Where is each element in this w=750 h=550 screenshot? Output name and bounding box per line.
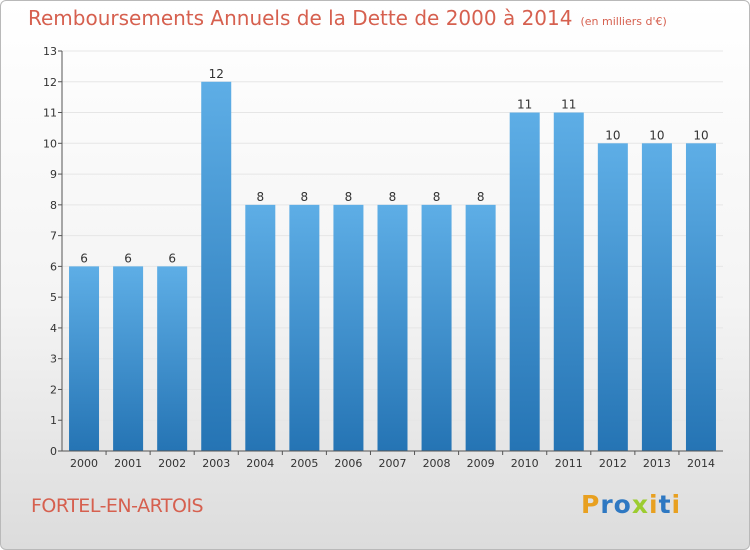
y-tick-label: 0: [50, 445, 57, 458]
data-label: 6: [168, 251, 176, 265]
bar-2009: [465, 204, 496, 451]
x-tick-label: 2004: [246, 457, 274, 470]
data-label: 8: [477, 190, 485, 204]
x-tick-label: 2001: [114, 457, 142, 470]
bar-2005: [289, 204, 320, 451]
y-tick-label: 3: [50, 353, 57, 366]
data-label: 6: [80, 251, 88, 265]
bar-2003: [201, 81, 232, 452]
data-label: 10: [649, 128, 664, 142]
bar-2013: [641, 143, 672, 452]
y-tick-label: 10: [43, 137, 57, 150]
x-tick-label: 2000: [70, 457, 98, 470]
data-label: 6: [124, 251, 132, 265]
data-label: 8: [345, 190, 353, 204]
x-tick-label: 2007: [379, 457, 407, 470]
x-tick-label: 2013: [643, 457, 671, 470]
data-label: 11: [517, 98, 532, 112]
data-label: 11: [561, 98, 576, 112]
x-tick-label: 2008: [423, 457, 451, 470]
data-label: 10: [605, 128, 620, 142]
y-tick-label: 13: [43, 45, 57, 58]
data-label: 8: [433, 190, 441, 204]
x-tick-label: 2006: [334, 457, 362, 470]
x-tick-label: 2002: [158, 457, 186, 470]
town-name: FORTEL-EN-ARTOIS: [31, 495, 204, 517]
y-tick-label: 8: [50, 199, 57, 212]
proxiti-logo: Proxiti: [581, 490, 682, 519]
y-tick-label: 5: [50, 291, 57, 304]
title-main: Remboursements Annuels de la Dette de 20…: [28, 6, 573, 30]
data-label: 12: [209, 67, 224, 81]
x-tick-label: 2010: [511, 457, 539, 470]
x-tick-label: 2011: [555, 457, 583, 470]
chart-title: Remboursements Annuels de la Dette de 20…: [28, 6, 667, 30]
bar-2012: [597, 143, 628, 452]
x-tick-label: 2012: [599, 457, 627, 470]
y-tick-label: 4: [50, 322, 57, 335]
y-tick-label: 11: [43, 107, 57, 120]
x-tick-label: 2003: [202, 457, 230, 470]
bar-2011: [553, 112, 584, 452]
bar-2002: [157, 266, 188, 451]
data-label: 10: [693, 128, 708, 142]
bar-2000: [69, 266, 100, 451]
y-tick-label: 1: [50, 414, 57, 427]
bar-2006: [333, 204, 364, 451]
bar-2010: [509, 112, 540, 452]
bar-2014: [685, 143, 716, 452]
data-label: 8: [301, 190, 309, 204]
y-tick-label: 6: [50, 260, 57, 273]
x-tick-label: 2014: [687, 457, 715, 470]
bars: 6 6 6 12 8 8 8 8 8 8 11 11 10 10 10: [69, 67, 716, 452]
data-label: 8: [256, 190, 264, 204]
x-tick-label: 2005: [290, 457, 318, 470]
bar-2007: [377, 204, 408, 451]
bar-2008: [421, 204, 452, 451]
bar-2004: [245, 204, 276, 451]
y-tick-label: 2: [50, 383, 57, 396]
bar-2001: [113, 266, 144, 451]
title-unit: (en milliers d'€): [580, 15, 667, 28]
y-tick-label: 7: [50, 230, 57, 243]
y-tick-label: 9: [50, 168, 57, 181]
data-label: 8: [389, 190, 397, 204]
y-tick-label: 12: [43, 76, 57, 89]
x-tick-label: 2009: [467, 457, 495, 470]
